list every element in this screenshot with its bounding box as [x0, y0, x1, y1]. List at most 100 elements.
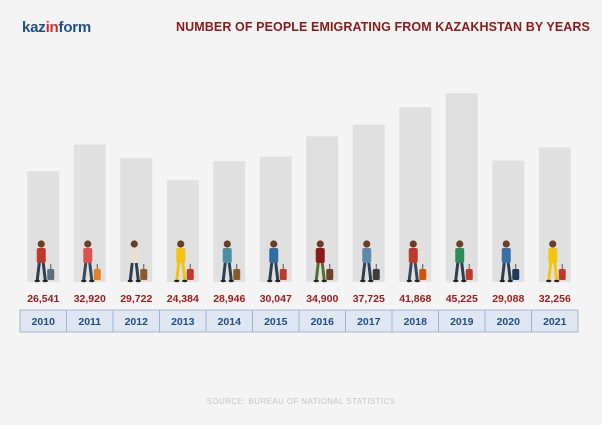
traveler-leg — [35, 262, 41, 281]
traveler-leg — [553, 262, 559, 281]
value-label: 28,946 — [213, 293, 245, 305]
traveler-torso — [455, 248, 465, 263]
suitcase — [47, 269, 55, 280]
traveler-head — [270, 240, 278, 248]
traveler-figure-icon — [220, 240, 241, 283]
value-label: 34,900 — [306, 293, 338, 305]
traveler-figure-icon — [360, 240, 380, 283]
year-label: 2011 — [78, 316, 101, 328]
value-label: 37,725 — [353, 293, 385, 305]
value-label: 45,225 — [446, 293, 478, 305]
source-note: SOURCE: BUREAU OF NATIONAL STATISTICS — [206, 397, 396, 406]
traveler-figure-icon — [453, 240, 473, 283]
kazinform-logo: kazinform — [22, 19, 91, 36]
traveler-leg — [367, 262, 373, 281]
suitcase — [93, 269, 101, 280]
suitcase — [465, 269, 473, 280]
traveler-shoe — [81, 279, 87, 283]
suitcase — [558, 269, 566, 280]
traveler-shoe — [127, 279, 133, 283]
traveler-shoe — [461, 279, 467, 283]
traveler-leg — [82, 262, 88, 281]
traveler-leg — [506, 262, 512, 281]
traveler-head — [37, 240, 45, 248]
traveler-leg — [88, 262, 94, 281]
traveler-shoe — [228, 279, 234, 283]
traveler-shoe — [34, 279, 40, 283]
traveler-leg — [134, 262, 140, 281]
suitcase — [326, 269, 334, 280]
value-label: 30,047 — [260, 293, 292, 305]
year-label: 2021 — [543, 316, 567, 328]
year-label: 2015 — [264, 316, 288, 328]
traveler-torso — [129, 248, 139, 263]
traveler-figure-icon — [406, 240, 427, 283]
traveler-leg — [320, 262, 326, 281]
traveler-shoe — [321, 279, 327, 283]
traveler-shoe — [554, 279, 560, 283]
traveler-shoe — [313, 279, 319, 283]
traveler-head — [549, 240, 557, 248]
traveler-torso — [315, 248, 325, 263]
suitcase — [372, 269, 380, 280]
traveler-head — [177, 240, 185, 248]
traveler-leg — [268, 262, 274, 281]
traveler-torso — [408, 248, 418, 263]
traveler-shoe — [360, 279, 366, 283]
traveler-figure-icon — [34, 240, 55, 283]
logo-part-form: form — [58, 19, 92, 36]
traveler-leg — [407, 262, 413, 281]
traveler-head — [502, 240, 510, 248]
traveler-leg — [221, 262, 227, 281]
traveler-leg — [500, 262, 506, 281]
traveler-head — [316, 240, 324, 248]
traveler-shoe — [89, 279, 95, 283]
year-label: 2018 — [404, 316, 428, 328]
traveler-head — [409, 240, 417, 248]
traveler-figure-icon — [499, 240, 520, 283]
traveler-leg — [274, 262, 280, 281]
traveler-leg — [227, 262, 233, 281]
traveler-shoe — [174, 279, 180, 283]
traveler-figure-icon — [313, 240, 334, 283]
traveler-leg — [454, 262, 460, 281]
traveler-shoe — [135, 279, 141, 283]
traveler-shoe — [42, 279, 48, 283]
traveler-figure-icon — [546, 240, 566, 283]
traveler-shoe — [499, 279, 505, 283]
traveler-shoe — [546, 279, 552, 283]
traveler-head — [130, 240, 138, 248]
value-label: 32,920 — [74, 293, 106, 305]
value-label: 26,541 — [27, 293, 59, 305]
traveler-leg — [128, 262, 134, 281]
traveler-figure-icon — [81, 240, 101, 283]
traveler-shoe — [406, 279, 412, 283]
traveler-head — [363, 240, 371, 248]
suitcase — [233, 269, 241, 280]
traveler-shoe — [507, 279, 513, 283]
suitcase — [419, 269, 427, 280]
chart-title: NUMBER OF PEOPLE EMIGRATING FROM KAZAKHS… — [175, 20, 590, 34]
year-label: 2013 — [171, 316, 195, 328]
value-label: 41,868 — [399, 293, 431, 305]
value-label: 24,384 — [167, 293, 199, 305]
suitcase — [279, 269, 287, 280]
year-label: 2012 — [125, 316, 149, 328]
traveler-shoe — [182, 279, 188, 283]
traveler-torso — [36, 248, 46, 263]
traveler-shoe — [267, 279, 273, 283]
traveler-torso — [269, 248, 279, 263]
traveler-shoe — [453, 279, 459, 283]
traveler-leg — [547, 262, 553, 281]
suitcase — [186, 269, 194, 280]
suitcase — [512, 269, 520, 280]
traveler-torso — [222, 248, 232, 263]
traveler-leg — [361, 262, 367, 281]
suitcase — [140, 269, 148, 280]
traveler-shoe — [220, 279, 226, 283]
traveler-figure-icon — [127, 240, 148, 283]
value-label: 29,722 — [120, 293, 152, 305]
traveler-leg — [41, 262, 47, 281]
traveler-figure-icon — [267, 240, 287, 283]
